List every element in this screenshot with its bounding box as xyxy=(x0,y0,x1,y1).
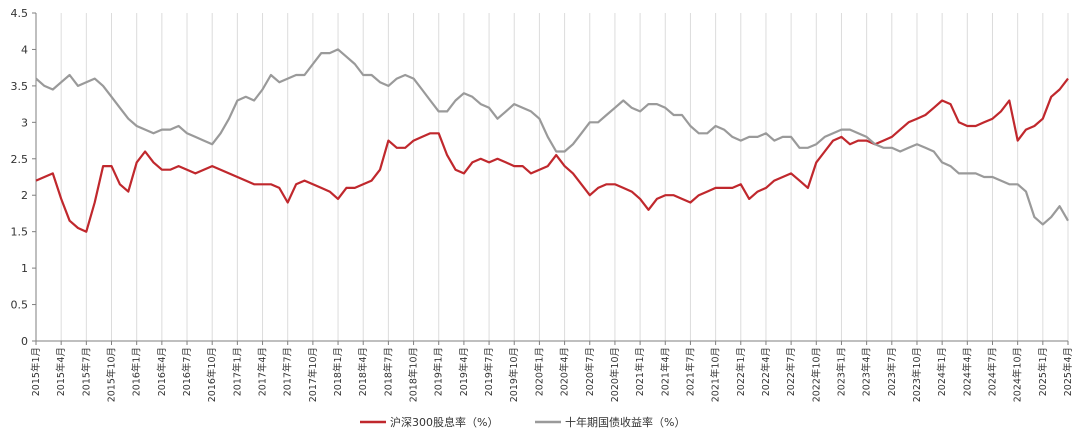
x-tick-label: 2018年10月 xyxy=(408,347,420,402)
grid-layer xyxy=(35,13,1069,341)
y-tick-label: 0.5 xyxy=(11,299,29,312)
x-tick-label: 2023年1月 xyxy=(835,347,847,396)
x-tick-label: 2015年4月 xyxy=(55,347,67,396)
x-tick-label: 2020年1月 xyxy=(533,347,545,396)
x-tick-label: 2024年1月 xyxy=(936,347,948,396)
x-tick-label: 2025年4月 xyxy=(1062,347,1074,396)
legend-label: 十年期国债收益率（%） xyxy=(565,415,685,429)
x-tick-label: 2018年4月 xyxy=(357,347,369,396)
x-tick-label: 2024年7月 xyxy=(986,347,998,396)
x-tick-label: 2016年7月 xyxy=(181,347,193,396)
x-tick-label: 2022年4月 xyxy=(760,347,772,396)
x-tick-label: 2015年10月 xyxy=(106,347,118,402)
legend-label: 沪深300股息率（%） xyxy=(390,415,498,429)
x-tick-label: 2021年1月 xyxy=(634,347,646,396)
x-tick-label: 2016年10月 xyxy=(206,347,218,402)
x-tick-label: 2020年4月 xyxy=(559,347,571,396)
x-tick-label: 2018年1月 xyxy=(332,347,344,396)
x-tick-label: 2020年7月 xyxy=(584,347,596,396)
x-tick-label: 2018年7月 xyxy=(382,347,394,396)
x-tick-label: 2024年10月 xyxy=(1012,347,1024,402)
x-tick-label: 2019年1月 xyxy=(433,347,445,396)
x-tick-label: 2023年10月 xyxy=(911,347,923,402)
x-tick-label: 2021年10月 xyxy=(710,347,722,402)
y-tick-label: 4 xyxy=(21,43,28,56)
y-tick-label: 4.5 xyxy=(11,7,29,20)
x-tick-label: 2024年4月 xyxy=(961,347,973,396)
y-tick-label: 2.5 xyxy=(11,153,29,166)
legend-item-1: 沪深300股息率（%） xyxy=(360,415,498,429)
x-tick-label: 2025年1月 xyxy=(1037,347,1049,396)
x-tick-label: 2022年10月 xyxy=(810,347,822,402)
x-tick-label: 2017年7月 xyxy=(282,347,294,396)
x-tick-label: 2020年10月 xyxy=(609,347,621,402)
x-tick-label: 2019年7月 xyxy=(483,347,495,396)
y-tick-label: 1 xyxy=(21,262,28,275)
x-tick-label: 2021年4月 xyxy=(659,347,671,396)
x-tick-label: 2021年7月 xyxy=(684,347,696,396)
y-tick-label: 3 xyxy=(21,116,28,129)
x-tick-label: 2019年10月 xyxy=(508,347,520,402)
x-tick-label: 2023年4月 xyxy=(861,347,873,396)
series-line-1 xyxy=(35,77,1069,233)
x-tick-label: 2015年1月 xyxy=(30,347,42,396)
x-tick-label: 2023年7月 xyxy=(886,347,898,396)
x-tick-label: 2022年1月 xyxy=(735,347,747,396)
x-tick-label: 2019年4月 xyxy=(458,347,470,396)
x-tick-label: 2015年7月 xyxy=(80,347,92,396)
x-tick-label: 2017年4月 xyxy=(257,347,269,396)
x-tick-label: 2016年4月 xyxy=(156,347,168,396)
y-tick-label: 2 xyxy=(21,189,28,202)
y-tick-label: 1.5 xyxy=(11,226,29,239)
y-tick-label: 3.5 xyxy=(11,80,29,93)
x-tick-label: 2016年1月 xyxy=(131,347,143,396)
y-tick-label: 0 xyxy=(21,335,28,348)
series-line-2 xyxy=(35,48,1069,226)
series-layer xyxy=(35,48,1069,233)
x-tick-label: 2022年7月 xyxy=(785,347,797,396)
x-tick-label: 2017年10月 xyxy=(307,347,319,402)
x-tick-label: 2017年1月 xyxy=(231,347,243,396)
legend-item-2: 十年期国债收益率（%） xyxy=(535,415,685,429)
legend: 沪深300股息率（%） 十年期国债收益率（%） xyxy=(360,415,685,429)
axis-layer: 0 0.5 1 1.5 2 2.5 3 3.5 4 4.5 2015年1月 2015年4月 2015年7… xyxy=(11,7,1075,402)
